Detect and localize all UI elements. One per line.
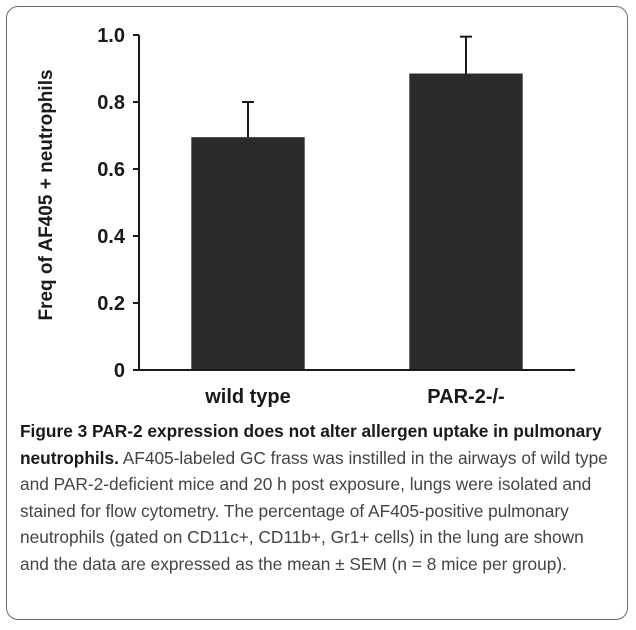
bar (409, 73, 523, 371)
figure-caption: Figure 3 PAR-2 expression does not alter… (20, 418, 616, 577)
x-axis: wild type PAR-2-/- (138, 369, 575, 408)
figure-title: PAR-2 expression does not alter allergen… (20, 421, 602, 468)
figure-caption-body: AF405-labeled GC frass was instilled in … (20, 447, 608, 574)
y-tick-label: 0 (114, 360, 125, 382)
y-axis-label: Freq of AF405 + neutrophils (36, 69, 57, 320)
y-tick-label: 1.0 (97, 25, 125, 47)
x-tick-label: PAR-2-/- (427, 386, 504, 408)
x-tick-label: wild type (204, 386, 291, 408)
bar-chart: 0 0.2 0.4 0.6 0.8 1.0 wild type PAR-2-/- Freq … (36, 25, 575, 408)
bar (191, 137, 305, 370)
y-tick-label: 0.8 (97, 92, 125, 114)
y-tick-label: 0.2 (97, 293, 125, 315)
figure-panel (6, 6, 628, 620)
figure-label: Figure 3 (20, 421, 88, 441)
y-axis: 0 0.2 0.4 0.6 0.8 1.0 (97, 25, 140, 382)
y-tick-label: 0.6 (97, 159, 125, 181)
bars (191, 35, 523, 371)
y-tick-label: 0.4 (97, 226, 126, 248)
